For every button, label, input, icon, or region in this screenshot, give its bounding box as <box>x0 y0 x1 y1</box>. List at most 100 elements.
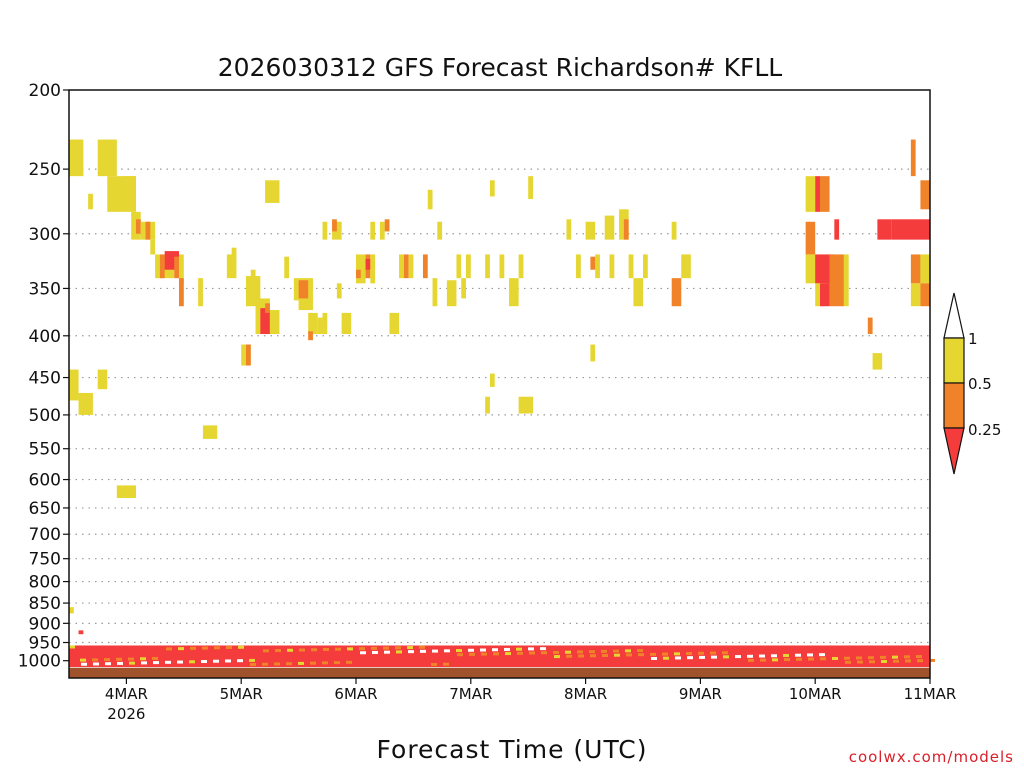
boundary-layer-speckle <box>625 649 631 653</box>
boundary-layer-speckle <box>541 651 547 655</box>
boundary-layer-speckle <box>880 655 886 659</box>
boundary-layer-speckle <box>443 662 449 666</box>
boundary-layer-speckle <box>311 648 317 652</box>
legend-band-mid <box>943 382 965 429</box>
ri-cell <box>920 254 930 284</box>
y-tick-label: 500 <box>29 406 61 426</box>
boundary-layer-speckle <box>334 661 340 665</box>
boundary-layer-speckle <box>335 647 341 651</box>
boundary-layer-speckle <box>820 657 826 661</box>
ri-cell <box>461 278 467 299</box>
ri-cell <box>604 215 615 240</box>
boundary-layer-speckle <box>456 649 462 653</box>
boundary-layer-speckle <box>492 648 498 652</box>
ri-cell <box>466 254 471 279</box>
y-axis: 200 250 300 350 400 450 500 550 600 650 700 750 8008… <box>18 81 69 672</box>
boundary-layer-speckle <box>795 653 801 657</box>
ri-cell <box>489 373 495 387</box>
legend-bottom-arrow <box>943 427 965 475</box>
boundary-layer-speckle <box>589 650 595 654</box>
ri-cell <box>69 369 79 401</box>
legend-top-arrow <box>943 292 965 339</box>
boundary-layer-speckle <box>80 658 86 662</box>
boundary-layer-speckle <box>384 650 390 654</box>
boundary-layer-speckle <box>674 652 680 656</box>
x-tick-sublabel: 2026 <box>107 705 145 723</box>
boundary-layer-speckle <box>202 646 208 650</box>
boundary-layer-speckle <box>238 645 244 649</box>
boundary-layer-speckle <box>565 650 571 654</box>
ri-cell <box>150 239 156 255</box>
boundary-layer-speckle <box>81 662 87 666</box>
boundary-layer-speckle <box>917 659 923 663</box>
boundary-layer-speckle <box>249 658 255 662</box>
ri-cell <box>308 312 318 335</box>
ri-cell <box>456 254 462 279</box>
ri-cell <box>159 254 165 279</box>
x-tick-label: 11MAR <box>904 685 957 703</box>
y-tick-label: 750 <box>29 550 61 570</box>
boundary-layer-speckle <box>165 660 171 664</box>
ri-cell <box>576 254 581 279</box>
boundary-layer-speckle <box>929 658 935 662</box>
ground-layer <box>69 667 930 678</box>
boundary-layer-speckle <box>540 647 546 651</box>
boundary-layer-speckle <box>796 657 802 661</box>
boundary-layer-speckle <box>359 647 365 651</box>
boundary-layer-speckle <box>602 653 608 657</box>
y-tick-label: 650 <box>29 499 61 519</box>
ri-cell <box>805 221 816 255</box>
ri-cell <box>920 180 930 210</box>
ri-cell <box>422 254 428 279</box>
boundary-layer-speckle <box>92 658 98 662</box>
boundary-layer-speckle <box>856 656 862 660</box>
ri-cell <box>590 344 596 362</box>
ri-cell <box>370 221 376 240</box>
heatmap-cells <box>69 139 935 678</box>
ri-cell <box>609 254 615 279</box>
boundary-layer-speckle <box>904 655 910 659</box>
boundary-layer-speckle <box>263 649 269 653</box>
boundary-layer-speckle <box>190 646 196 650</box>
y-tick-label: 700 <box>29 525 61 545</box>
boundary-layer-speckle <box>214 646 220 650</box>
boundary-layer-speckle <box>554 655 560 659</box>
boundary-layer-speckle <box>444 649 450 653</box>
x-axis-title: Forecast Time (UTC) <box>377 735 648 764</box>
boundary-layer-speckle <box>869 660 875 664</box>
boundary-layer-speckle <box>153 661 159 665</box>
grid-lines <box>69 168 930 662</box>
ri-cell <box>843 254 849 307</box>
ri-cell <box>121 176 136 194</box>
boundary-layer-speckle <box>578 654 584 658</box>
boundary-layer-speckle <box>383 646 389 650</box>
ri-cell <box>399 254 404 279</box>
ri-cell <box>829 254 844 307</box>
ri-cell <box>97 139 117 177</box>
boundary-layer-speckle <box>104 658 110 662</box>
boundary-layer-speckle <box>480 648 486 652</box>
ri-cell <box>643 254 648 279</box>
boundary-layer-speckle <box>407 646 413 650</box>
boundary-layer-speckle <box>360 651 366 655</box>
boundary-layer-speckle <box>517 651 523 655</box>
boundary-layer-speckle <box>152 656 158 660</box>
ri-cell <box>805 176 816 212</box>
boundary-layer-speckle <box>275 649 281 653</box>
ri-cell <box>145 221 151 240</box>
boundary-layer-speckle <box>117 661 123 665</box>
boundary-layer-speckle <box>396 650 402 654</box>
boundary-layer-speckle <box>772 658 778 662</box>
x-tick-label: 7MAR <box>449 685 492 703</box>
y-tick-label: 850 <box>29 594 61 614</box>
boundary-layer-speckle <box>226 646 232 650</box>
ri-cell <box>499 254 505 279</box>
legend-label: 0.25 <box>968 421 1001 439</box>
boundary-layer-speckle <box>469 652 475 656</box>
ri-cell <box>269 310 280 335</box>
boundary-layer-speckle <box>698 651 704 655</box>
ri-cell <box>910 283 921 307</box>
boundary-layer-speckle <box>116 657 122 661</box>
ri-cell <box>135 219 141 234</box>
